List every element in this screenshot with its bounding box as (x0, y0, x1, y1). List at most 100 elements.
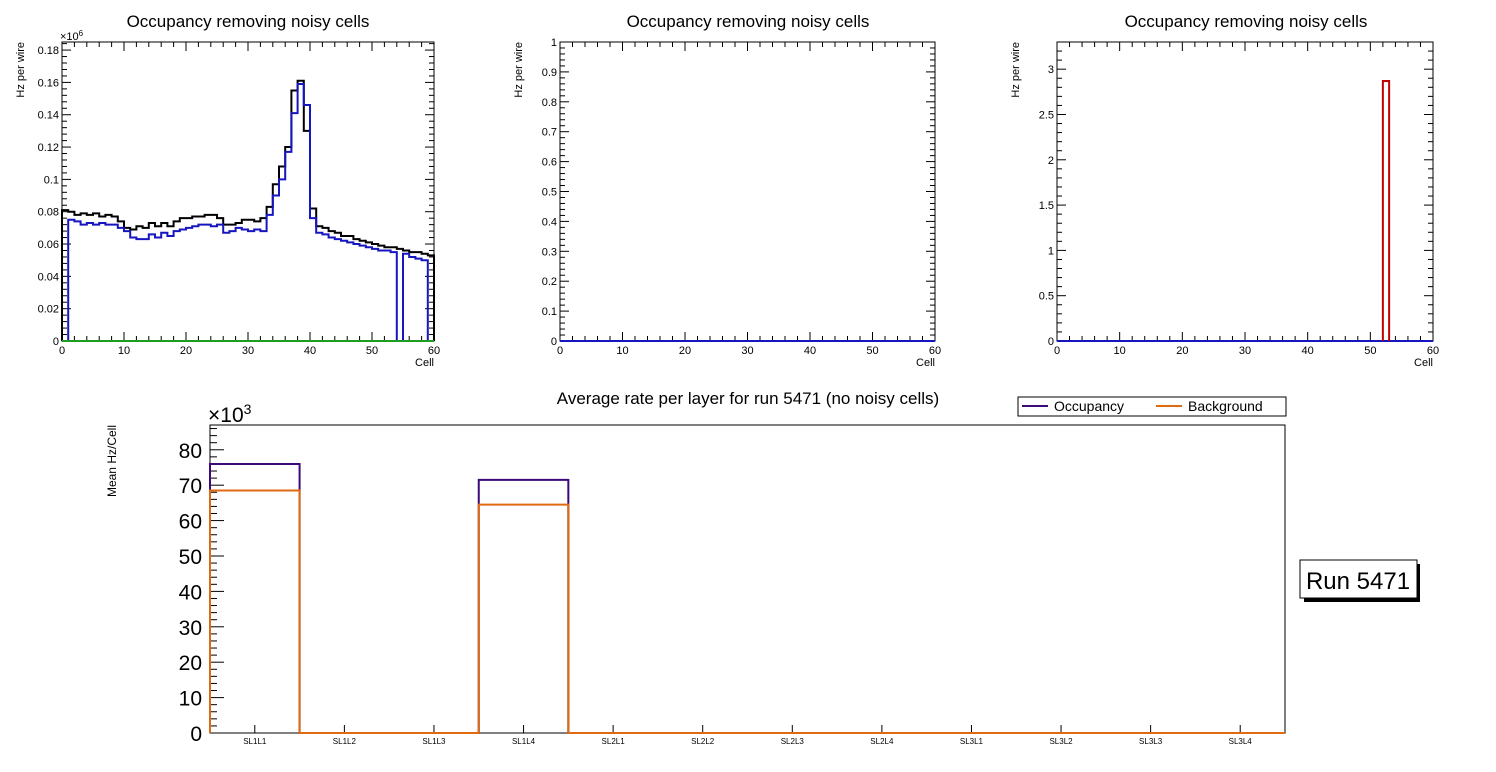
y-tick-label: 0.5 (1039, 291, 1054, 303)
legend-entry-occupancy: Occupancy (1054, 398, 1124, 414)
x-tick-label: 40 (304, 345, 316, 357)
y-tick-label: 1 (551, 37, 557, 49)
y-tick-label: 10 (179, 688, 202, 711)
panel-top-right: Occupancy removing noisy cells 0 0.5 1 1.5 2 2… (1010, 12, 1439, 369)
category-label: SL1L1 (243, 737, 267, 746)
y-tick-label: 0.8 (542, 97, 557, 109)
x-tick-label: 60 (1427, 345, 1439, 357)
category-label: SL1L2 (333, 737, 357, 746)
y-tick-label: 0.6 (542, 157, 557, 169)
x-tick-label: 0 (59, 345, 65, 357)
y-tick-label: 0 (1048, 336, 1054, 348)
y-tick-label: 0.1 (542, 306, 557, 318)
y-tick-label: 0 (190, 723, 202, 746)
y-tick-label: 0.02 (38, 304, 59, 316)
exponent-power: 6 (79, 29, 84, 38)
histogram-total (61, 79, 435, 341)
x-axis-label: Cell (916, 357, 935, 369)
x-tick-label: 0 (1054, 345, 1060, 357)
run-label: Run 5471 (1306, 568, 1410, 595)
x-tick-label: 40 (1302, 345, 1314, 357)
y-tick-label: 2 (1048, 155, 1054, 167)
x-tick-label: 20 (1176, 345, 1188, 357)
y-tick-label: 30 (179, 617, 202, 640)
plot-frame (1056, 41, 1434, 342)
x-tick-label: 40 (804, 345, 816, 357)
x-tick-label: 10 (118, 345, 130, 357)
y-tick-label: 60 (179, 511, 202, 534)
y-tick-label: 0.2 (542, 276, 557, 288)
y-tick-label: 0.18 (38, 45, 59, 57)
y-tick-label: 0 (53, 336, 59, 348)
y-tick-label: 40 (179, 581, 202, 604)
y-tick-label: 0.14 (38, 110, 59, 122)
chart-title: Occupancy removing noisy cells (127, 12, 370, 31)
y-tick-label: 1 (1048, 245, 1054, 257)
x-tick-label: 50 (866, 345, 878, 357)
y-axis-label: Mean Hz/Cell (105, 425, 119, 497)
y-tick-label: 0.3 (542, 246, 557, 258)
exponent-base: ×10 (60, 31, 79, 43)
exponent-power: 3 (244, 401, 252, 417)
x-tick-label: 30 (741, 345, 753, 357)
histogram-noisy (1381, 79, 1391, 341)
y-tick-label: 80 (179, 440, 202, 463)
plot-frame (209, 424, 1286, 734)
x-tick-label: 50 (1364, 345, 1376, 357)
y-tick-label: 20 (179, 652, 202, 675)
panel-bottom-average-rate: Average rate per layer for run 5471 (no … (105, 389, 1287, 746)
y-exponent-label: ×103 (208, 401, 252, 427)
category-label: SL3L2 (1049, 737, 1073, 746)
category-label: SL1L3 (422, 737, 446, 746)
y-tick-label: 0.1 (44, 174, 59, 186)
y-axis-label: Hz per wire (15, 42, 27, 98)
y-tick-label: 3 (1048, 64, 1054, 76)
bar-series-background (209, 489, 1285, 734)
category-label: SL2L3 (781, 737, 805, 746)
chart-title: Occupancy removing noisy cells (1125, 12, 1368, 31)
category-label: SL3L4 (1229, 737, 1253, 746)
y-tick-label: 0.4 (542, 216, 557, 228)
x-tick-label: 60 (929, 345, 941, 357)
y-tick-label: 0 (551, 336, 557, 348)
y-exponent-label: ×106 (60, 29, 84, 43)
x-axis-label: Cell (415, 357, 434, 369)
panel-top-left: Occupancy removing noisy cells 0 0.02 0.04 0… (15, 12, 440, 369)
x-tick-label: 10 (1114, 345, 1126, 357)
y-tick-label: 0.04 (38, 271, 59, 283)
category-label: SL3L1 (960, 737, 984, 746)
x-tick-label: 10 (616, 345, 628, 357)
x-tick-label: 60 (428, 345, 440, 357)
category-label: SL2L4 (870, 737, 894, 746)
chart-title: Occupancy removing noisy cells (627, 12, 870, 31)
y-tick-label: 50 (179, 546, 202, 569)
y-tick-label: 0.06 (38, 239, 59, 251)
x-tick-label: 20 (679, 345, 691, 357)
x-tick-label: 30 (1239, 345, 1251, 357)
legend-box (1017, 396, 1287, 417)
x-tick-label: 20 (180, 345, 192, 357)
bar-series-occupancy (209, 462, 1285, 734)
y-tick-label: 0.5 (542, 187, 557, 199)
category-label: SL2L2 (691, 737, 715, 746)
y-tick-label: 0.16 (38, 77, 59, 89)
plot-frame (61, 41, 435, 342)
chart-title: Average rate per layer for run 5471 (no … (557, 389, 939, 408)
y-axis-label: Hz per wire (513, 42, 525, 98)
y-tick-label: 0.9 (542, 67, 557, 79)
x-tick-label: 30 (242, 345, 254, 357)
exponent-base: ×10 (208, 404, 244, 427)
y-tick-label: 0.12 (38, 142, 59, 154)
legend-entry-background: Background (1188, 398, 1263, 414)
y-tick-label: 2.5 (1039, 109, 1054, 121)
y-axis-label: Hz per wire (1010, 42, 1022, 98)
y-tick-label: 70 (179, 475, 202, 498)
y-tick-label: 0.08 (38, 207, 59, 219)
histogram-removed (62, 83, 434, 342)
run-label-box: Run 5471 (1299, 559, 1420, 602)
x-tick-label: 0 (557, 345, 563, 357)
category-label: SL1L4 (512, 737, 536, 746)
category-label: SL2L1 (602, 737, 626, 746)
plot-frame (559, 41, 936, 342)
